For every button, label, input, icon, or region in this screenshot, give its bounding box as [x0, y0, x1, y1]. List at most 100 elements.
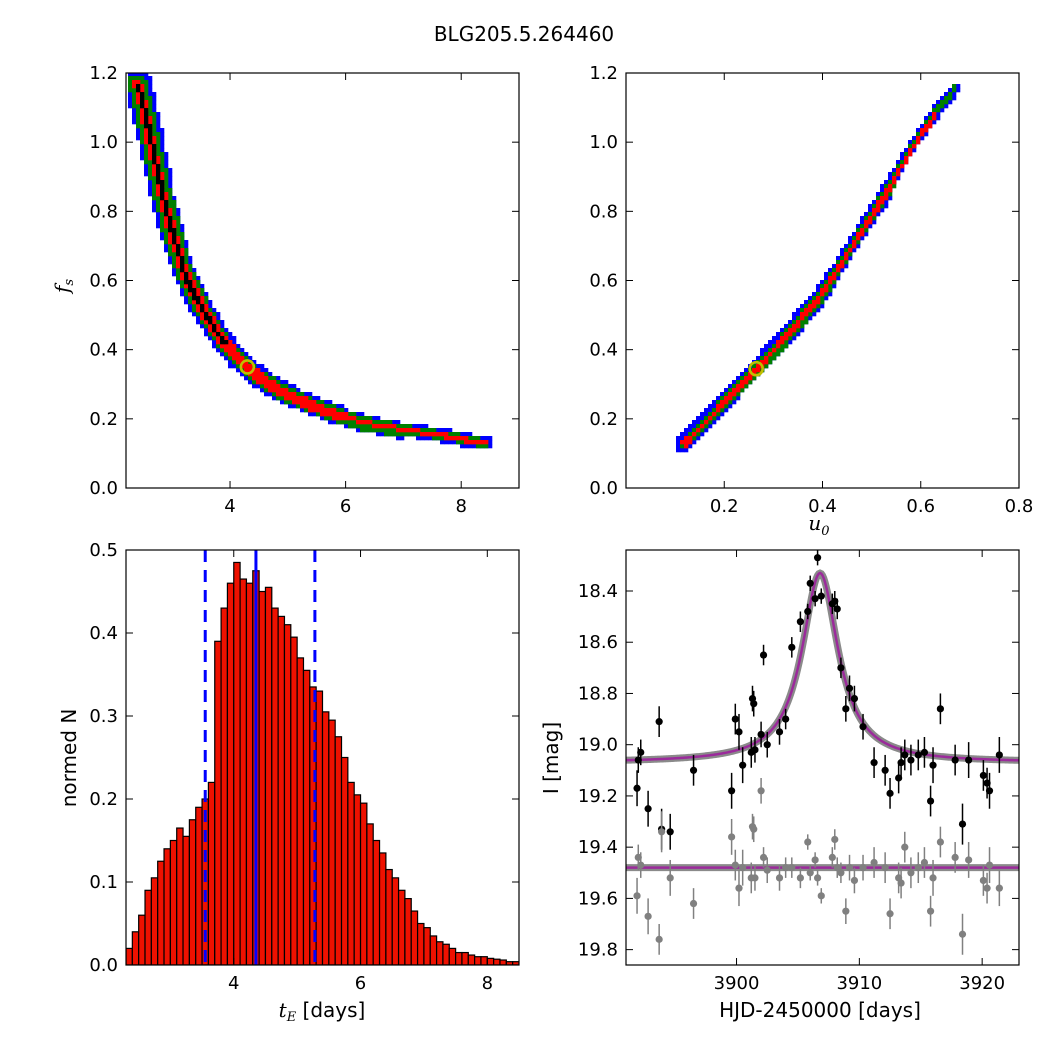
p2-green-cell [856, 240, 861, 245]
p1-red-cell [244, 360, 249, 365]
p2-green-cell [880, 204, 885, 209]
p1-red-cell [228, 352, 233, 357]
p2-blue-cell [940, 108, 945, 113]
p1-blue-cell [168, 172, 173, 177]
p1-red-cell [468, 440, 473, 445]
p1-red-cell [152, 136, 157, 141]
p1-red-cell [268, 380, 273, 385]
p1-red-cell [176, 264, 181, 269]
p1-green-cell [164, 236, 169, 241]
p2-blue-cell [848, 240, 853, 245]
p1-green-cell [208, 308, 213, 313]
p1-red-cell [464, 436, 469, 441]
p1-green-cell [364, 424, 369, 429]
p1-blue-cell [156, 212, 161, 217]
p1-green-cell [172, 260, 177, 265]
p1-green-cell [340, 408, 345, 413]
p3-xtick-label: 3920 [959, 973, 1005, 994]
grey-data-point [833, 864, 841, 872]
p1-red-cell [180, 276, 185, 281]
p1-green-cell [168, 244, 173, 249]
p1-blue-cell [264, 392, 269, 397]
p1-green-cell [200, 292, 205, 297]
p2-green-cell [740, 376, 745, 381]
p1-green-cell [404, 432, 409, 437]
p1-green-cell [152, 112, 157, 117]
p1-green-cell [336, 420, 341, 425]
p2-green-cell [820, 284, 825, 289]
p2-red-cell [680, 440, 685, 445]
p2-red-cell [788, 332, 793, 337]
p1-green-cell [148, 108, 153, 113]
histogram-bar [366, 823, 374, 965]
p1-red-cell [472, 440, 477, 445]
p1-blue-cell [176, 212, 181, 217]
grey-data-point [995, 884, 1003, 892]
black-data-point [985, 787, 994, 795]
black-data-point [728, 787, 736, 795]
histogram-bar [264, 586, 273, 965]
p1-blue-cell [152, 104, 157, 109]
p1-blue-cell [196, 320, 201, 325]
p1-green-cell [360, 428, 365, 433]
p2-blue-cell [840, 252, 845, 257]
p1-blue-cell [416, 436, 421, 441]
black-data-point [907, 756, 915, 764]
p1-red-cell [148, 148, 153, 153]
p1-red-cell [200, 296, 205, 301]
p1-green-cell [156, 144, 161, 149]
p1-red-cell [152, 164, 157, 169]
p2-red-cell [728, 396, 733, 401]
p2-red-cell [736, 384, 741, 389]
p2-red-cell [844, 256, 849, 261]
p1-blue-cell [128, 92, 133, 97]
p2-red-cell [808, 308, 813, 313]
p1-green-cell [372, 420, 377, 425]
p2-red-cell [820, 292, 825, 297]
p2-red-cell [696, 428, 701, 433]
p2-red-cell [704, 420, 709, 425]
p1-green-cell [272, 376, 277, 381]
grey-data-point [979, 876, 987, 885]
p1-black-cell [148, 132, 153, 137]
p1-red-cell [484, 440, 489, 445]
grey-data-point [811, 856, 819, 864]
p1-red-cell [328, 412, 333, 417]
p1-red-cell [164, 192, 169, 197]
p1-red-cell [392, 424, 397, 429]
p2-blue-cell [772, 336, 777, 341]
p1-red-cell [236, 356, 241, 361]
histogram-bar [461, 951, 469, 965]
histogram-bar [391, 877, 400, 965]
p2-blue-cell [724, 408, 729, 413]
p1-red-cell [140, 120, 145, 125]
p2-green-cell [736, 392, 741, 397]
p1-green-cell [144, 96, 149, 101]
p1-green-cell [168, 252, 173, 257]
grey-data-point [751, 874, 759, 882]
p2-blue-cell [688, 444, 693, 449]
p1-blue-cell [168, 260, 173, 265]
p1-red-cell [176, 260, 181, 265]
p1-green-cell [348, 412, 353, 417]
p1-red-cell [304, 396, 309, 401]
p2-red-cell [928, 120, 933, 125]
p1-green-cell [160, 160, 165, 165]
p2-green-cell [736, 380, 741, 385]
p1-blue-cell [184, 296, 189, 301]
p1-green-cell [272, 392, 277, 397]
p1-blue-cell [156, 120, 161, 125]
grey-data-point [739, 864, 747, 872]
p1-blue-cell [420, 436, 425, 441]
p2-blue-cell [728, 404, 733, 409]
p1-blue-cell [228, 332, 233, 337]
histogram-bar [182, 835, 190, 965]
p2-blue-cell [876, 212, 881, 217]
p2-blue-cell [808, 296, 813, 301]
p1-green-cell [192, 304, 197, 309]
p1-green-cell [168, 248, 173, 253]
p2-green-cell [804, 320, 809, 325]
p1-red-cell [364, 420, 369, 425]
histogram-bar [328, 719, 336, 965]
p2-blue-cell [844, 244, 849, 249]
